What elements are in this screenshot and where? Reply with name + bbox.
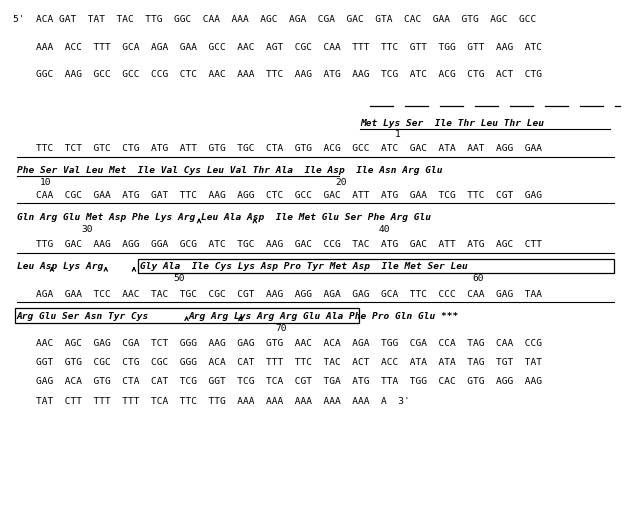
Text: TTC  TCT  GTC  CTG  ATG  ATT  GTG  TGC  CTA  GTG  ACG  GCC  ATC  GAC  ATA  AAT  : TTC TCT GTC CTG ATG ATT GTG TGC CTA GTG … [13,144,541,153]
Text: Phe Ser Val Leu Met  Ile Val Cys Leu Val Thr Ala  Ile Asp  Ile Asn Arg Glu: Phe Ser Val Leu Met Ile Val Cys Leu Val … [17,166,443,175]
Text: TAT  CTT  TTT  TTT  TCA  TTC  TTG  AAA  AAA  AAA  AAA  AAA  A  3': TAT CTT TTT TTT TCA TTC TTG AAA AAA AAA … [13,397,409,405]
Text: 5'  ACA GAT  TAT  TAC  TTG  GGC  CAA  AAA  AGC  AGA  CGA  GAC  GTA  CAC  GAA  GT: 5' ACA GAT TAT TAC TTG GGC CAA AAA AGC A… [13,15,536,24]
Text: AAC  AGC  GAG  CGA  TCT  GGG  AAG  GAG  GTG  AAC  ACA  AGA  TGG  CGA  CCA  TAG  : AAC AGC GAG CGA TCT GGG AAG GAG GTG AAC … [13,339,541,348]
Text: 30: 30 [81,225,93,234]
Text: Arg Glu Ser Asn Tyr Cys: Arg Glu Ser Asn Tyr Cys [17,311,149,321]
Text: CAA  CGC  GAA  ATG  GAT  TTC  AAG  AGG  CTC  GCC  GAC  ATT  ATG  GAA  TCG  TTC  : CAA CGC GAA ATG GAT TTC AAG AGG CTC GCC … [13,191,541,200]
Text: 40: 40 [379,225,390,234]
Bar [138,259,614,273]
Text: Met Lys Ser  Ile Thr Leu Thr Leu: Met Lys Ser Ile Thr Leu Thr Leu [360,119,544,129]
Text: GGC  AAG  GCC  GCC  CCG  CTC  AAC  AAA  TTC  AAG  ATG  AAG  TCG  ATC  ACG  CTG  : GGC AAG GCC GCC CCG CTC AAC AAA TTC AAG … [13,70,541,79]
Text: Leu Asp Lys Arg: Leu Asp Lys Arg [17,262,103,271]
Text: AAA  ACC  TTT  GCA  AGA  GAA  GCC  AAC  AGT  CGC  CAA  TTT  TTC  GTT  TGG  GTT  : AAA ACC TTT GCA AGA GAA GCC AAC AGT CGC … [13,43,541,52]
Text: AGA  GAA  TCC  AAC  TAC  TGC  CGC  CGT  AAG  AGG  AGA  GAG  GCA  TTC  CCC  CAA  : AGA GAA TCC AAC TAC TGC CGC CGT AAG AGG … [13,290,541,299]
Text: Gly Ala  Ile Cys Lys Asp Pro Tyr Met Asp  Ile Met Ser Leu: Gly Ala Ile Cys Lys Asp Pro Tyr Met Asp … [140,262,468,271]
Text: TTG  GAC  AAG  AGG  GGA  GCG  ATC  TGC  AAG  GAC  CCG  TAC  ATG  GAC  ATT  ATG  : TTG GAC AAG AGG GGA GCG ATC TGC AAG GAC … [13,240,541,249]
Text: Arg Arg Lys Arg Arg Glu Ala Phe Pro Gln Glu ***: Arg Arg Lys Arg Arg Glu Ala Phe Pro Gln … [188,311,459,321]
Text: 10: 10 [39,178,51,187]
Text: GGT  GTG  CGC  CTG  CGC  GGG  ACA  CAT  TTT  TTC  TAC  ACT  ACC  ATA  ATA  TAG  : GGT GTG CGC CTG CGC GGG ACA CAT TTT TTC … [13,358,541,367]
Text: 70: 70 [275,324,287,333]
Text: GAG  ACA  GTG  CTA  CAT  TCG  GGT  TCG  TCA  CGT  TGA  ATG  TTA  TGG  CAC  GTG  : GAG ACA GTG CTA CAT TCG GGT TCG TCA CGT … [13,377,541,387]
Text: 1: 1 [395,131,401,140]
Bar [15,308,359,323]
Text: 20: 20 [335,178,346,187]
Text: 50: 50 [173,274,185,283]
Text: Gln Arg Glu Met Asp Phe Lys Arg Leu Ala Asp  Ile Met Glu Ser Phe Arg Glu: Gln Arg Glu Met Asp Phe Lys Arg Leu Ala … [17,213,431,222]
Text: 60: 60 [473,274,484,283]
